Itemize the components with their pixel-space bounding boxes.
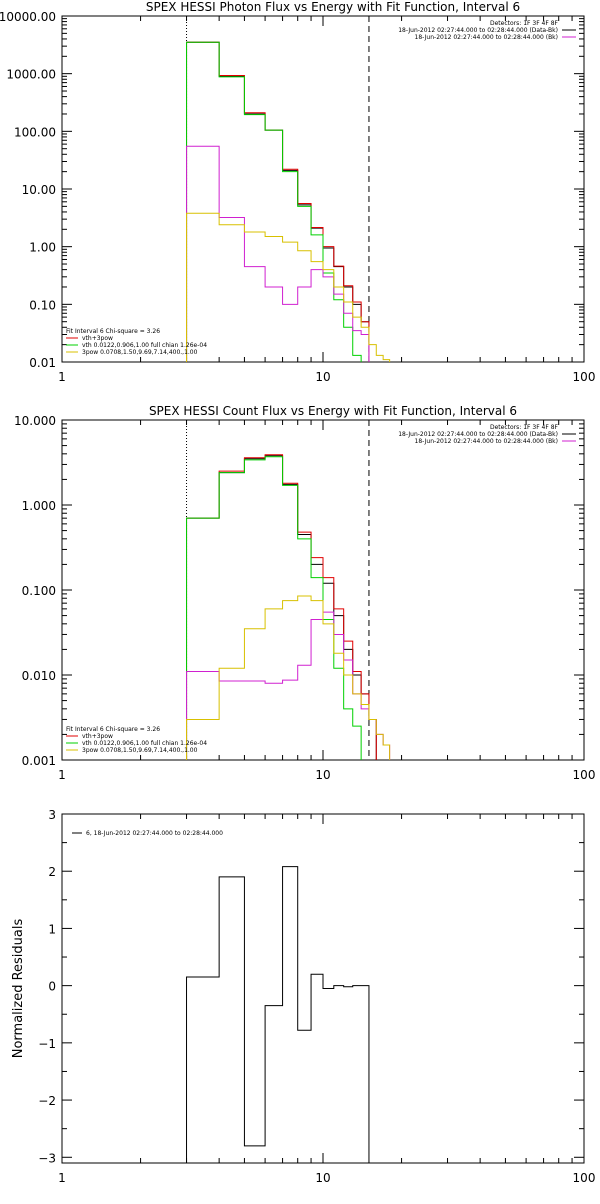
y-tick-label: 100.00 — [14, 125, 56, 139]
x-tick-label: 100 — [573, 1171, 596, 1185]
legend-top-entry: 18-Jun-2012 02:27:44.000 to 02:28:44.000… — [398, 27, 558, 34]
series-line-2 — [186, 456, 362, 760]
y-tick-label: 0.10 — [29, 298, 56, 312]
y-tick-label: 0.010 — [22, 669, 56, 683]
legend-top-entry: Detectors: 1F 3F 4F 8F — [490, 20, 559, 27]
legend-top-entry: Detectors: 1F 3F 4F 8F — [490, 424, 559, 431]
count-flux-panel: SPEX HESSI Count Flux vs Energy with Fit… — [14, 404, 595, 782]
legend-top-entry: 6, 18-Jun-2012 02:27:44.000 to 02:28:44.… — [86, 830, 223, 837]
legend-top-entry: 18-Jun-2012 02:27:44.000 to 02:28:44.000… — [398, 431, 558, 438]
series-line-4 — [186, 212, 391, 362]
legend-bottom-entry: 3pow 0.0708,1.50,9.69,7.14,400.,1.00 — [82, 349, 198, 356]
x-tick-label: 1 — [58, 768, 66, 782]
y-tick-label: 1 — [48, 922, 56, 936]
legend-top-entry: 18-Jun-2012 02:27:44.000 to 02:28:44.000… — [415, 438, 558, 445]
y-tick-label: 0.001 — [22, 754, 56, 768]
y-tick-label: −3 — [38, 1151, 56, 1165]
legend-bottom-entry: vth+3pow — [82, 733, 113, 740]
y-tick-label: 3 — [48, 808, 56, 822]
y-tick-label: 0.01 — [29, 356, 56, 370]
series-line-4 — [186, 595, 391, 760]
y-tick-label: 0 — [48, 980, 56, 994]
x-tick-label: 100 — [573, 370, 596, 384]
y-tick-label: −1 — [38, 1037, 56, 1051]
legend-bottom-entry: Fit Interval 6 Chi-square = 3.26 — [66, 726, 160, 733]
y-tick-label: 0.100 — [22, 584, 56, 598]
y-tick-label: 1.00 — [29, 241, 56, 255]
photon-flux-panel: SPEX HESSI Photon Flux vs Energy with Fi… — [0, 0, 595, 384]
legend-bottom-entry: vth+3pow — [82, 335, 113, 342]
x-tick-label: 10 — [315, 370, 330, 384]
legend-bottom-entry: Fit Interval 6 Chi-square = 3.26 — [66, 328, 160, 335]
legend-bottom-entry: 3pow 0.0708,1.50,9.69,7.14,400.,1.00 — [82, 747, 198, 754]
series-line-0 — [186, 866, 370, 1163]
x-tick-label: 10 — [315, 1171, 330, 1185]
y-tick-label: 10.00 — [22, 183, 56, 197]
legend-bottom-entry: vth 0.0122,0.906,1.00 full chian 1.26e-0… — [82, 740, 207, 747]
x-tick-label: 100 — [573, 768, 596, 782]
x-tick-label: 10 — [315, 768, 330, 782]
legend-top-entry: 18-Jun-2012 02:27:44.000 to 02:28:44.000… — [415, 34, 558, 41]
y-tick-label: 1.000 — [22, 499, 56, 513]
y-tick-label: 10000.00 — [0, 10, 56, 24]
y-tick-label: 1000.00 — [6, 68, 56, 82]
y-tick-label: 10.000 — [14, 414, 56, 428]
chart-title: SPEX HESSI Count Flux vs Energy with Fit… — [149, 404, 517, 418]
legend-bottom-entry: vth 0.0122,0.906,1.00 full chian 1.26e-0… — [82, 342, 207, 349]
series-line-2 — [186, 41, 362, 362]
x-tick-label: 1 — [58, 370, 66, 384]
y-tick-label: 2 — [48, 865, 56, 879]
chart-title: SPEX HESSI Photon Flux vs Energy with Fi… — [146, 0, 520, 14]
y-tick-label: −2 — [38, 1094, 56, 1108]
y-axis-label: Normalized Residuals — [11, 919, 26, 1059]
x-tick-label: 1 — [58, 1171, 66, 1185]
